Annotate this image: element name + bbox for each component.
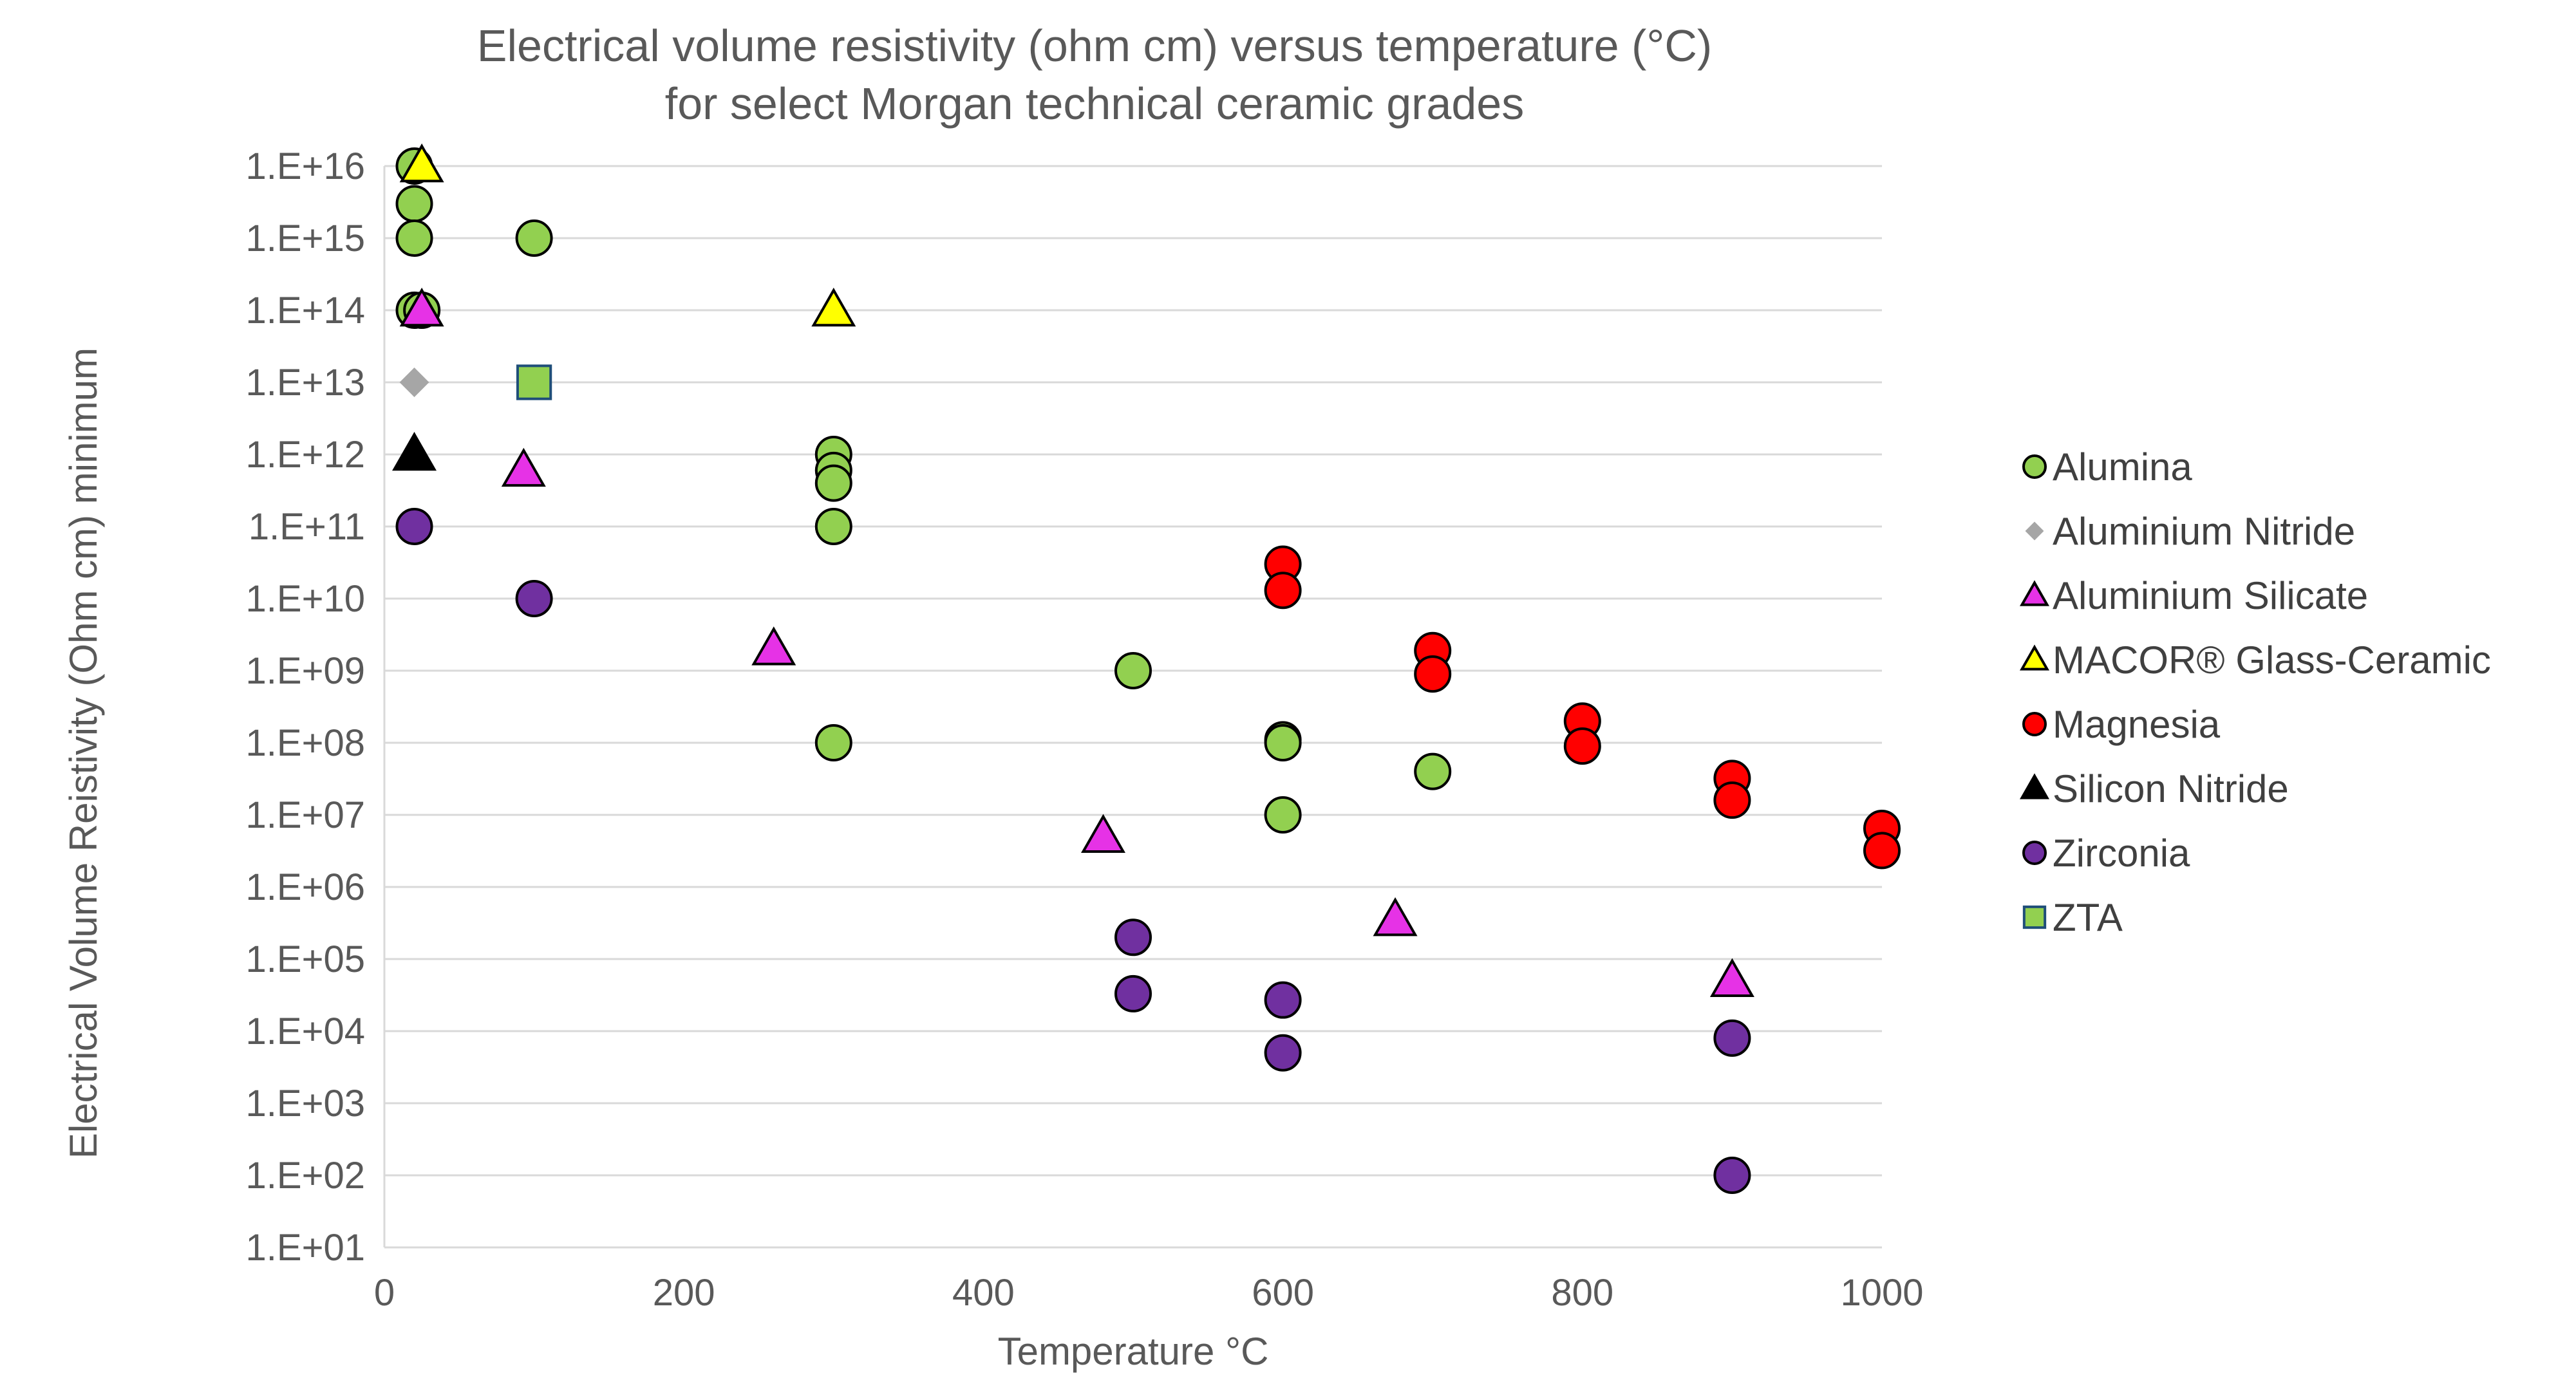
x-tick-label: 600	[1252, 1272, 1314, 1314]
y-tick-label: 1.E+06	[246, 866, 365, 908]
legend-label: Aluminium Nitride	[2053, 510, 2355, 553]
legend-marker	[2020, 644, 2049, 671]
legend-item: Alumina	[2022, 445, 2192, 489]
data-point	[814, 464, 852, 502]
grid-lines	[384, 165, 1882, 1177]
x-tick-label: 800	[1551, 1272, 1613, 1314]
x-tick-label: 0	[374, 1272, 395, 1314]
y-tick-label: 1.E+01	[246, 1227, 365, 1269]
data-point	[1264, 572, 1302, 610]
data-point	[1713, 1157, 1751, 1194]
data-point	[1080, 814, 1125, 853]
legend-marker	[2025, 521, 2044, 541]
data-point	[1563, 727, 1601, 765]
data-point	[1373, 897, 1418, 937]
data-point	[399, 368, 429, 397]
data-point	[395, 185, 433, 223]
series-zirconia	[395, 508, 1751, 1194]
legend-marker	[2020, 580, 2049, 606]
data-point	[1264, 1034, 1302, 1072]
x-tick-label: 400	[952, 1272, 1015, 1314]
y-tick-label: 1.E+07	[246, 794, 365, 836]
data-point	[1114, 918, 1152, 956]
legend-label: Silicon Nitride	[2053, 767, 2289, 810]
data-point	[1863, 832, 1901, 870]
legend-label: MACOR® Glass-Ceramic	[2053, 639, 2491, 682]
data-point	[814, 724, 852, 761]
y-tick-label: 1.E+08	[246, 722, 365, 764]
y-tick-label: 1.E+03	[246, 1083, 365, 1124]
x-tick-label: 200	[653, 1272, 715, 1314]
legend: Alumina Aluminium Nitride Aluminium Silica…	[2020, 445, 2491, 939]
legend-marker	[2020, 773, 2049, 799]
series-silicon-nitride	[392, 431, 437, 471]
data-point	[751, 626, 796, 666]
legend-marker	[2022, 841, 2047, 865]
series-zta	[516, 364, 552, 400]
data-points	[392, 143, 1901, 1194]
legend-item: Silicon Nitride	[2020, 767, 2289, 810]
chart-title: Electrical volume resistivity (ohm cm) v…	[477, 21, 1712, 71]
data-point	[1713, 1019, 1751, 1057]
legend-label: Magnesia	[2053, 703, 2221, 746]
legend-item: Magnesia	[2022, 703, 2221, 746]
data-point	[515, 580, 553, 617]
legend-marker	[2022, 454, 2047, 479]
data-point	[1114, 974, 1152, 1012]
y-tick-label: 1.E+13	[246, 362, 365, 404]
y-tick-labels: 1.E+16 1.E+15 1.E+14 1.E+13 1.E+12 1.E+11 1.E+…	[246, 145, 365, 1269]
y-tick-label: 1.E+02	[246, 1155, 365, 1197]
data-point	[1414, 655, 1452, 693]
data-point	[395, 508, 433, 545]
legend-marker	[2022, 905, 2047, 929]
data-point	[515, 219, 553, 257]
y-axis-label: Electrical Volume Reistivity (Ohm cm) mi…	[62, 348, 105, 1159]
x-axis-label: Temperature °C	[998, 1330, 1269, 1373]
data-point	[1414, 752, 1452, 790]
legend-label: ZTA	[2053, 896, 2123, 939]
legend-label: Zirconia	[2053, 832, 2190, 875]
data-point	[1264, 724, 1302, 761]
y-tick-label: 1.E+12	[246, 434, 365, 476]
legend-marker	[2022, 712, 2047, 736]
legend-item: Zirconia	[2022, 832, 2190, 875]
data-point	[1264, 981, 1302, 1019]
x-tick-labels: 0 200 400 600 800 1000	[374, 1272, 1924, 1314]
legend-label: Aluminium Silicate	[2053, 574, 2368, 617]
y-tick-label: 1.E+16	[246, 145, 365, 187]
y-tick-label: 1.E+10	[246, 578, 365, 620]
y-tick-label: 1.E+04	[246, 1011, 365, 1052]
legend-label: Alumina	[2053, 445, 2192, 489]
data-point	[1713, 781, 1751, 819]
legend-item: Aluminium Nitride	[2025, 510, 2355, 553]
legend-item: MACOR® Glass-Ceramic	[2020, 639, 2491, 682]
data-point	[1264, 796, 1302, 834]
series-aluminium-nitride	[399, 368, 429, 397]
data-point	[516, 364, 552, 400]
y-tick-label: 1.E+15	[246, 218, 365, 259]
data-point	[395, 219, 433, 257]
y-tick-label: 1.E+14	[246, 290, 365, 331]
data-point	[392, 431, 437, 471]
chart-subtitle: for select Morgan technical ceramic grad…	[665, 79, 1524, 129]
data-point	[1114, 652, 1152, 689]
data-point	[814, 508, 852, 545]
legend-item: Aluminium Silicate	[2020, 574, 2368, 617]
legend-item: ZTA	[2022, 896, 2123, 939]
series-aluminium-silicate	[399, 287, 1754, 998]
y-tick-label: 1.E+09	[246, 650, 365, 692]
data-point	[399, 287, 444, 327]
y-tick-label: 1.E+11	[249, 506, 365, 548]
series-macor-glass-ceramic	[399, 143, 856, 327]
data-point	[501, 447, 546, 487]
data-point	[1709, 958, 1754, 998]
series-magnesia	[1264, 545, 1901, 870]
data-point	[399, 143, 444, 183]
y-tick-label: 1.E+05	[246, 938, 365, 980]
data-point	[811, 287, 856, 327]
x-tick-label: 1000	[1840, 1272, 1923, 1314]
